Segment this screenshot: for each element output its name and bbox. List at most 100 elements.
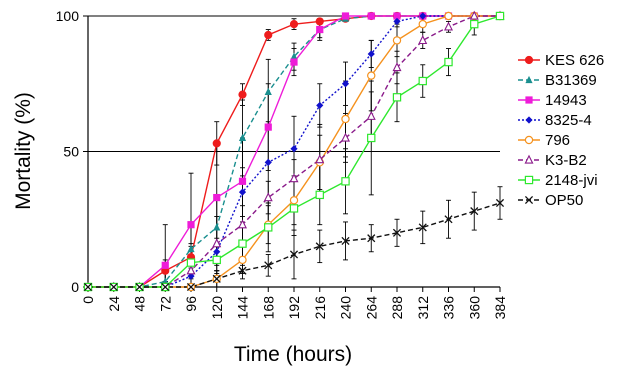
- data-point-k3-b2: [212, 238, 222, 248]
- data-point-14943: [264, 123, 272, 131]
- data-point-8325-4: [367, 50, 375, 58]
- x-tick-label: 0: [80, 296, 96, 304]
- data-point-op50: [212, 274, 221, 283]
- marker-stroke: [444, 215, 453, 224]
- data-point-b31369: [187, 244, 195, 253]
- data-point-2148-jvi: [238, 239, 247, 248]
- data-point-2148-jvi: [186, 258, 196, 267]
- data-point-2148-jvi: [444, 57, 453, 67]
- data-point-k3-b2: [444, 21, 453, 31]
- legend-marker: [525, 96, 533, 104]
- legend-marker: [524, 195, 534, 205]
- marker-stroke: [186, 282, 196, 292]
- data-point-k3-b2: [469, 10, 479, 20]
- data-point-op50: [83, 282, 93, 292]
- data-point-b31369: [290, 52, 298, 60]
- data-point-b31369: [238, 133, 247, 142]
- legend-label: OP50: [545, 192, 583, 209]
- data-point-796: [444, 11, 453, 21]
- y-axis-title: Mortality (%): [12, 92, 35, 210]
- legend-label: 8325-4: [545, 112, 592, 129]
- marker-stroke: [264, 261, 273, 270]
- data-point-14943: [290, 58, 298, 66]
- data-point-kes-626: [315, 17, 324, 26]
- legend-marker: [524, 154, 534, 164]
- data-point-op50: [392, 228, 402, 237]
- data-point-2148-jvi: [495, 11, 505, 21]
- data-point-8325-4: [316, 101, 324, 110]
- data-point-kes-626: [264, 30, 273, 40]
- legend-marker: [524, 135, 534, 145]
- data-point-8325-4: [238, 188, 247, 196]
- x-tick-label: 288: [389, 296, 405, 320]
- legend-item-2148-jvi: 2148-jvi: [518, 172, 598, 189]
- data-point-op50: [495, 198, 505, 208]
- data-point-b31369: [264, 87, 272, 95]
- x-axis-title: Time (hours): [234, 343, 352, 366]
- data-point-op50: [341, 236, 350, 245]
- legend-label: KES 626: [545, 52, 604, 69]
- data-point-op50: [418, 223, 427, 232]
- legend-label: K3-B2: [545, 152, 587, 169]
- x-tick-label: 192: [286, 296, 302, 320]
- data-point-2148-jvi: [341, 177, 350, 186]
- data-point-k3-b2: [418, 35, 428, 45]
- data-point-op50: [109, 282, 118, 292]
- data-point-2148-jvi: [367, 133, 376, 143]
- data-point-8325-4: [213, 248, 221, 256]
- data-point-14943: [316, 25, 324, 34]
- marker-stroke: [392, 228, 402, 237]
- data-point-8325-4: [419, 12, 427, 20]
- legend-marker: [524, 55, 534, 65]
- tick-labels: 0 50 100 0 24 48 72 96 120 144 168 192 216 240 264 288 3…: [56, 8, 508, 319]
- data-point-op50: [315, 242, 324, 251]
- data-point-op50: [367, 234, 376, 243]
- data-point-14943: [238, 177, 247, 185]
- legend-item-8325-4: 8325-4: [518, 112, 592, 129]
- x-tick-label: 240: [338, 296, 354, 320]
- data-point-kes-626: [289, 20, 299, 29]
- marker-stroke: [341, 236, 350, 245]
- data-point-k3-b2: [289, 173, 299, 183]
- legend: KES 626 B31369 14943 8325-4 796 K3-B2 2148-jvi…: [518, 52, 604, 209]
- marker-stroke: [289, 250, 299, 259]
- x-tick-label: 72: [157, 296, 173, 312]
- marker-stroke: [83, 282, 93, 292]
- data-point-8325-4: [393, 17, 401, 26]
- legend-item-k3-b2: K3-B2: [518, 152, 587, 169]
- legend-item-14943: 14943: [518, 92, 587, 109]
- data-point-796: [392, 36, 402, 45]
- data-point-8325-4: [264, 158, 272, 166]
- data-point-b31369: [213, 223, 221, 231]
- y-tick-label: 100: [56, 8, 80, 24]
- data-point-2148-jvi: [418, 76, 427, 86]
- x-tick-label: 168: [260, 296, 276, 320]
- legend-marker: [525, 75, 533, 84]
- marker-stroke: [161, 282, 170, 292]
- data-point-op50: [444, 215, 453, 224]
- data-point-8325-4: [341, 80, 350, 88]
- y-tick-label: 0: [71, 279, 79, 295]
- data-point-k3-b2: [392, 62, 402, 72]
- marker-stroke: [470, 207, 479, 216]
- legend-item-796: 796: [518, 132, 570, 149]
- data-point-k3-b2: [341, 132, 350, 142]
- x-tick-label: 336: [441, 296, 457, 320]
- legend-item-b31369: B31369: [518, 72, 597, 89]
- marker-stroke: [418, 223, 427, 232]
- marker-stroke: [315, 242, 324, 251]
- data-point-14943: [213, 193, 221, 202]
- data-point-2148-jvi: [289, 204, 299, 213]
- data-point-k3-b2: [186, 265, 196, 275]
- legend-label: 14943: [545, 92, 587, 109]
- data-point-k3-b2: [315, 154, 325, 164]
- marker-stroke: [367, 234, 376, 243]
- legend-label: B31369: [545, 72, 597, 89]
- x-tick-label: 384: [492, 296, 508, 320]
- x-tick-label: 312: [415, 296, 431, 320]
- data-point-op50: [238, 266, 247, 275]
- x-tick-label: 144: [235, 296, 251, 320]
- marker-stroke: [135, 282, 144, 292]
- legend-item-kes-626: KES 626: [518, 52, 604, 69]
